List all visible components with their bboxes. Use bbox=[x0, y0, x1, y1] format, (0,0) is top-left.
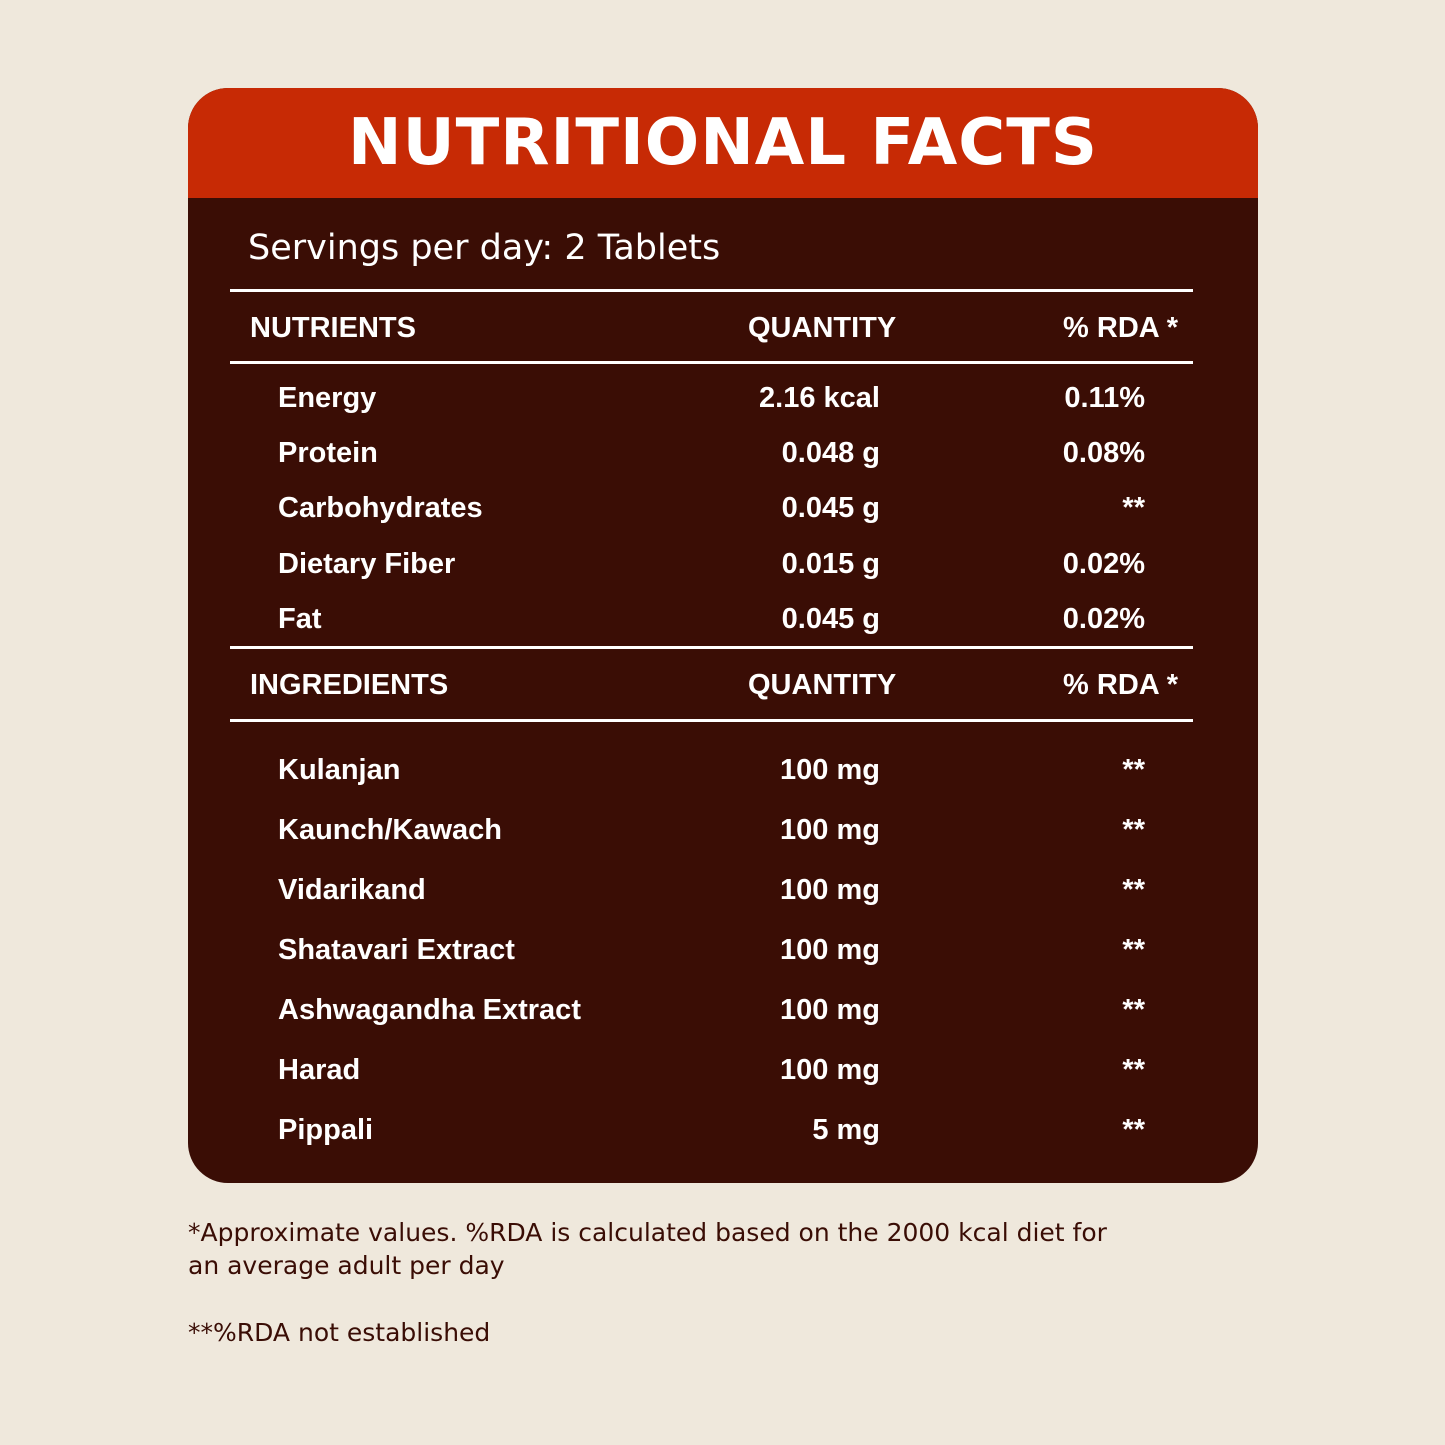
nutrients-header-row: NUTRIENTS QUANTITY % RDA * bbox=[188, 308, 1258, 348]
table-row: Harad 100 mg ** bbox=[188, 1050, 1258, 1090]
table-row: Fat 0.045 g 0.02% bbox=[188, 599, 1258, 639]
table-row: Pippali 5 mg ** bbox=[188, 1110, 1258, 1150]
row-rda: ** bbox=[1122, 994, 1145, 1026]
row-rda: 0.08% bbox=[1062, 437, 1145, 469]
row-rda: ** bbox=[1122, 1114, 1145, 1146]
row-quantity: 100 mg bbox=[780, 1054, 880, 1086]
table-row: Dietary Fiber 0.015 g 0.02% bbox=[188, 544, 1258, 584]
row-name: Fat bbox=[278, 603, 322, 635]
table-row: Carbohydrates 0.045 g ** bbox=[188, 488, 1258, 528]
servings-per-day: Servings per day: 2 Tablets bbox=[248, 228, 721, 268]
row-name: Harad bbox=[278, 1054, 361, 1086]
row-quantity: 0.045 g bbox=[781, 603, 880, 635]
row-rda: ** bbox=[1122, 492, 1145, 524]
table-row: Ashwagandha Extract 100 mg ** bbox=[188, 990, 1258, 1030]
row-quantity: 5 mg bbox=[812, 1114, 880, 1146]
row-name: Kaunch/Kawach bbox=[278, 814, 502, 846]
divider bbox=[230, 719, 1193, 722]
row-name: Shatavari Extract bbox=[278, 934, 515, 966]
row-rda: ** bbox=[1122, 1054, 1145, 1086]
row-rda: ** bbox=[1122, 754, 1145, 786]
divider bbox=[230, 361, 1193, 364]
panel-header: NUTRITIONAL FACTS bbox=[188, 88, 1258, 198]
row-quantity: 0.045 g bbox=[781, 492, 880, 524]
table-row: Kulanjan 100 mg ** bbox=[188, 750, 1258, 790]
rda-header: % RDA * bbox=[1063, 312, 1178, 344]
footnote-approx-line2: an average adult per day bbox=[188, 1251, 505, 1280]
ingredients-header: INGREDIENTS bbox=[250, 669, 449, 701]
table-row: Kaunch/Kawach 100 mg ** bbox=[188, 810, 1258, 850]
table-row: Energy 2.16 kcal 0.11% bbox=[188, 378, 1258, 418]
rda-header: % RDA * bbox=[1063, 669, 1178, 701]
nutrition-facts-panel: NUTRITIONAL FACTS Servings per day: 2 Ta… bbox=[188, 88, 1258, 1183]
table-row: Shatavari Extract 100 mg ** bbox=[188, 930, 1258, 970]
row-quantity: 2.16 kcal bbox=[759, 382, 880, 414]
row-rda: ** bbox=[1122, 934, 1145, 966]
quantity-header: QUANTITY bbox=[748, 669, 897, 701]
row-name: Vidarikand bbox=[278, 874, 426, 906]
row-rda: 0.11% bbox=[1064, 382, 1145, 414]
row-name: Carbohydrates bbox=[278, 492, 483, 524]
row-name: Kulanjan bbox=[278, 754, 401, 786]
row-name: Pippali bbox=[278, 1114, 374, 1146]
row-rda: 0.02% bbox=[1062, 603, 1145, 635]
row-quantity: 100 mg bbox=[780, 754, 880, 786]
table-row: Vidarikand 100 mg ** bbox=[188, 870, 1258, 910]
row-rda: ** bbox=[1122, 874, 1145, 906]
row-rda: 0.02% bbox=[1062, 548, 1145, 580]
row-quantity: 100 mg bbox=[780, 874, 880, 906]
row-quantity: 100 mg bbox=[780, 814, 880, 846]
footnote-not-established: **%RDA not established bbox=[188, 1318, 491, 1347]
page-title: NUTRITIONAL FACTS bbox=[348, 106, 1098, 180]
row-name: Energy bbox=[278, 382, 377, 414]
row-quantity: 100 mg bbox=[780, 934, 880, 966]
quantity-header: QUANTITY bbox=[748, 312, 897, 344]
footnote-approx-line1: *Approximate values. %RDA is calculated … bbox=[188, 1218, 1107, 1247]
row-name: Protein bbox=[278, 437, 378, 469]
row-quantity: 100 mg bbox=[780, 994, 880, 1026]
divider bbox=[230, 646, 1193, 649]
row-name: Dietary Fiber bbox=[278, 548, 456, 580]
ingredients-header-row: INGREDIENTS QUANTITY % RDA * bbox=[188, 665, 1258, 705]
row-quantity: 0.015 g bbox=[781, 548, 880, 580]
divider bbox=[230, 289, 1193, 292]
row-rda: ** bbox=[1122, 814, 1145, 846]
nutrients-header: NUTRIENTS bbox=[250, 312, 416, 344]
row-name: Ashwagandha Extract bbox=[278, 994, 581, 1026]
row-quantity: 0.048 g bbox=[781, 437, 880, 469]
table-row: Protein 0.048 g 0.08% bbox=[188, 433, 1258, 473]
